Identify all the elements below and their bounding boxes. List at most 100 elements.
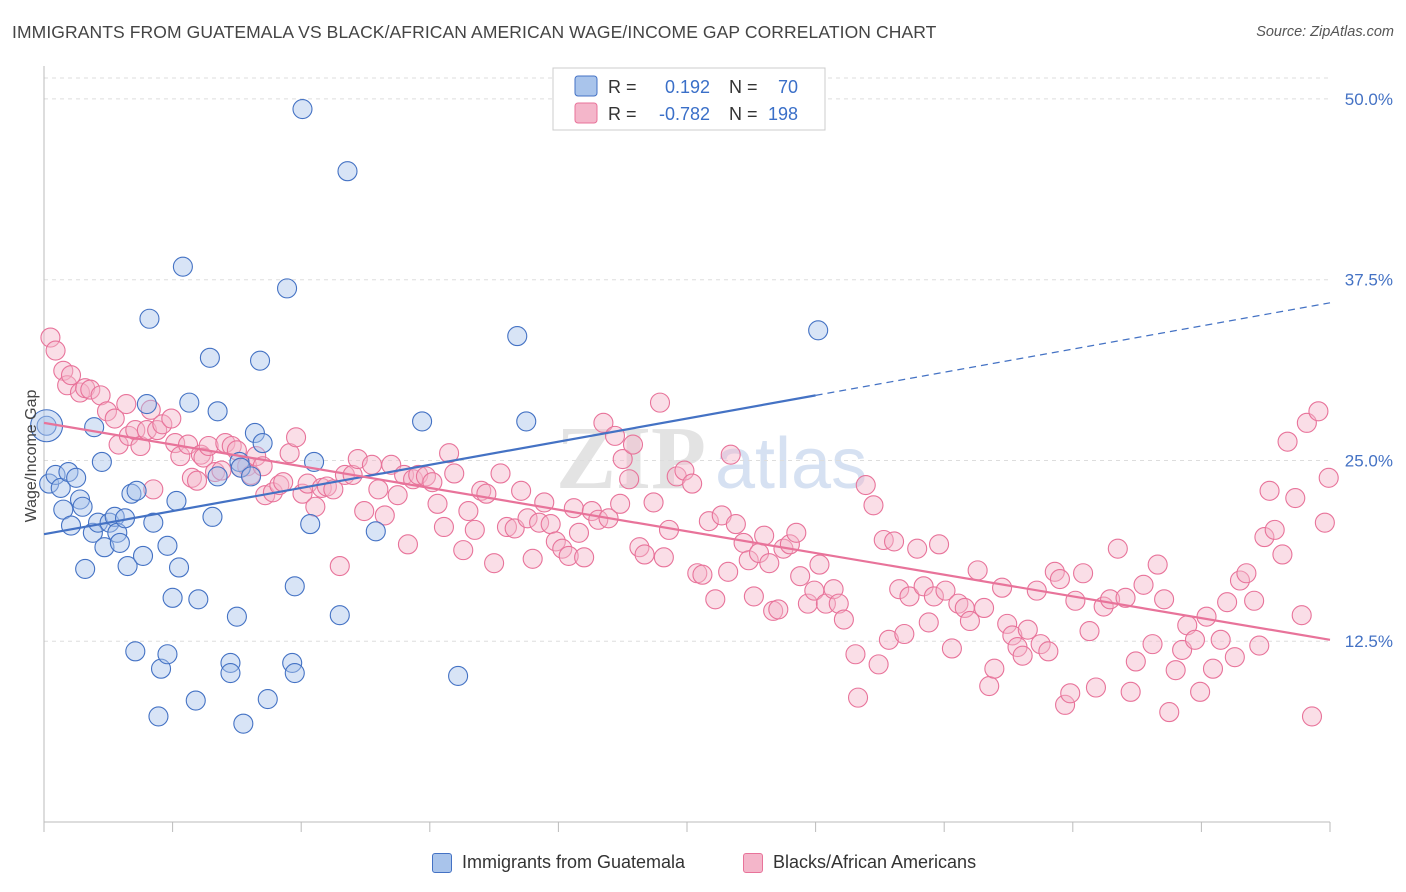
blue-point-64	[365, 521, 386, 542]
pink-point-116	[718, 561, 739, 582]
blue-point-66	[448, 665, 469, 686]
points-blacks-african-americans	[40, 327, 1339, 727]
pink-point-79	[496, 516, 518, 538]
pink-point-150	[913, 576, 934, 597]
pink-point-61	[387, 485, 408, 506]
pink-point-215	[1314, 512, 1335, 533]
blue-point-37	[179, 392, 200, 413]
pink-point-210	[1285, 488, 1306, 509]
y-tick-labels: 12.5% 25.0% 37.5% 50.0%	[1345, 90, 1393, 651]
pink-point-73	[458, 501, 479, 522]
pink-point-147	[894, 623, 915, 645]
legend-n-value-pink: 198	[768, 104, 798, 124]
blue-point-25	[132, 545, 154, 566]
trend-line-guatemala	[43, 394, 816, 536]
pink-point-63	[397, 534, 418, 555]
pink-point-196	[1196, 606, 1217, 627]
blue-point-7	[66, 467, 87, 488]
pink-point-83	[522, 548, 543, 569]
y-tick-label-2: 37.5%	[1345, 271, 1393, 290]
pink-point-120	[738, 550, 759, 571]
pink-point-206	[1259, 480, 1280, 501]
blue-point-67	[507, 326, 528, 347]
pink-point-213	[1301, 706, 1323, 727]
pink-point-124	[759, 553, 780, 574]
blue-point-11	[82, 522, 103, 543]
pink-point-138	[845, 644, 866, 665]
pink-point-77	[484, 553, 505, 574]
pink-point-140	[855, 474, 876, 496]
pink-point-209	[1277, 431, 1298, 452]
pink-point-200	[1224, 647, 1245, 668]
pink-point-68	[427, 493, 448, 514]
pink-point-137	[833, 609, 854, 630]
blue-point-42	[207, 401, 228, 422]
watermark-zip: ZIP	[556, 409, 706, 508]
pink-point-155	[941, 638, 962, 659]
pink-point-4	[60, 365, 82, 386]
legend-n-value-blue: 70	[778, 77, 798, 97]
blue-point-48	[230, 457, 251, 478]
blue-point-63	[337, 161, 358, 182]
pink-point-187	[1142, 634, 1163, 655]
blue-point-54	[257, 689, 278, 710]
pink-point-136	[828, 593, 849, 614]
blue-point-59	[292, 98, 313, 120]
pink-point-103	[634, 544, 655, 565]
pink-point-162	[984, 658, 1005, 679]
pink-point-71	[444, 463, 465, 484]
pink-point-149	[907, 538, 928, 559]
blue-point-31	[157, 644, 178, 665]
blue-point-28	[143, 512, 164, 533]
trend-lines	[43, 302, 1331, 641]
legend-n-label-blue: N =	[729, 77, 758, 97]
pink-point-189	[1154, 589, 1175, 610]
pink-point-198	[1210, 629, 1231, 650]
pink-point-208	[1272, 544, 1293, 565]
pink-point-66	[415, 466, 436, 487]
y-tick-label-1: 25.0%	[1345, 451, 1393, 470]
pink-point-178	[1079, 621, 1100, 642]
blue-point-33	[162, 587, 183, 608]
pink-point-214	[1308, 401, 1329, 422]
blue-point-49	[233, 713, 254, 734]
bottom-legend: Immigrants from Guatemala Blacks/African…	[0, 850, 1406, 880]
blue-point-39	[188, 589, 209, 610]
bottom-legend-item-guatemala: Immigrants from Guatemala	[432, 852, 685, 873]
y-axis-label: Wage/Income Gap	[23, 390, 40, 523]
pink-point-56	[354, 501, 375, 522]
pink-point-10	[104, 408, 125, 429]
axes	[43, 66, 1331, 832]
blue-point-24	[126, 480, 147, 501]
blue-point-29	[148, 706, 169, 727]
blue-point-56	[284, 576, 305, 597]
pink-point-175	[1060, 683, 1081, 704]
blue-point-2	[45, 464, 66, 485]
blue-point-26	[136, 394, 157, 415]
pink-point-81	[511, 480, 532, 501]
pink-point-52	[329, 555, 350, 577]
blue-point-35	[168, 557, 190, 578]
pink-point-113	[698, 511, 719, 532]
y-tick-label-0: 12.5%	[1345, 632, 1393, 651]
blue-point-50	[240, 466, 262, 487]
blue-point-60	[300, 514, 321, 535]
blue-point-41	[202, 506, 223, 527]
blue-point-62	[329, 605, 350, 626]
bottom-legend-swatch-blue	[432, 852, 452, 873]
legend-r-label-pink: R =	[608, 104, 637, 124]
pink-point-194	[1184, 629, 1206, 650]
chart-title: IMMIGRANTS FROM GUATEMALA VS BLACK/AFRIC…	[12, 22, 937, 42]
pink-point-118	[725, 514, 746, 535]
pink-point-98	[610, 493, 631, 514]
pink-point-69	[433, 516, 454, 538]
legend-r-value-pink: -0.782	[659, 104, 710, 124]
pink-point-139	[847, 687, 869, 708]
blue-point-68	[516, 411, 537, 432]
pink-point-211	[1291, 605, 1312, 626]
pink-point-161	[979, 676, 1000, 697]
bottom-legend-label-black: Blacks/African Americans	[773, 852, 977, 872]
pink-point-190	[1159, 702, 1180, 723]
watermark: ZIP atlas	[556, 409, 867, 508]
pink-point-207	[1264, 519, 1285, 540]
